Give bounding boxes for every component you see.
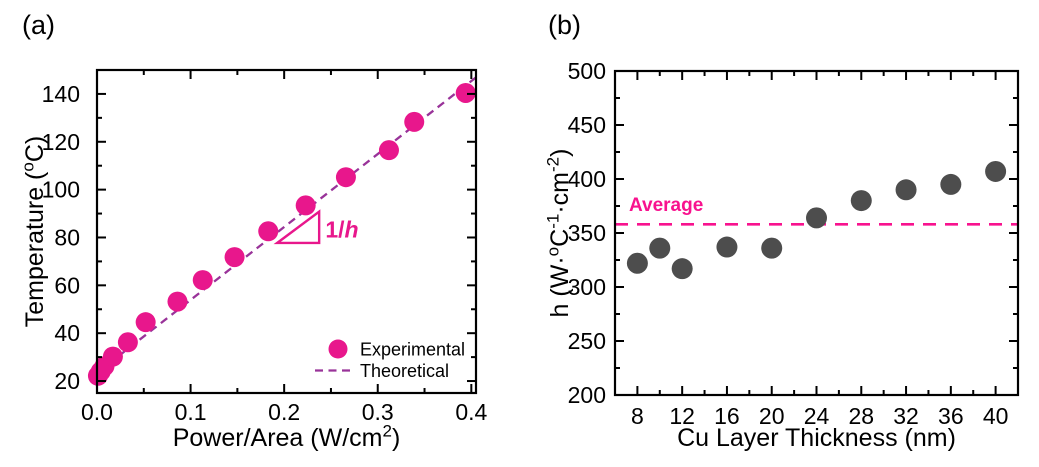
y-tick-label: 450 [568,112,606,138]
y-axis-label: Temperature (oC) [19,136,50,327]
plot-frame [95,68,478,395]
average-label: Average [629,195,703,216]
y-tick-label: 100 [42,177,80,203]
y-tick-label: 120 [42,129,80,155]
x-tick-label: 0.3 [362,399,394,425]
chart-panel-b: Average 8 12 16 20 24 28 32 36 40 200 250 300 350 400 4… [544,58,1020,452]
x-tick-label: 12 [669,403,695,429]
data-point [649,237,671,259]
data-point [455,82,476,103]
x-tick-label: 8 [631,403,644,429]
panel-label-a: (a) [22,10,55,40]
data-point [135,312,156,333]
axis-ticks [96,70,476,393]
y-tick-label: 20 [54,368,80,394]
data-point [335,167,356,188]
data-point [404,111,425,132]
data-point [378,140,399,161]
x-tick-label: 36 [938,403,964,429]
slope-label: 1/h [325,216,358,242]
y-tick-label: 140 [42,81,80,107]
data-point [806,207,827,229]
x-tick-label: 16 [714,403,740,429]
data-point [258,221,279,242]
x-tick-label: 32 [893,403,919,429]
legend-label-theoretical: Theoretical [360,361,449,381]
axis-ticks [615,70,1018,396]
x-tick-label: 20 [759,403,785,429]
data-point [117,332,138,353]
data-point [167,291,188,312]
plot-frame [613,69,1020,397]
x-tick-label: 0.4 [455,399,487,425]
data-point [895,179,917,201]
legend-label-experimental: Experimental [360,340,465,360]
y-tick-label: 80 [54,225,80,251]
x-tick-label: 28 [848,403,874,429]
data-point [671,258,693,280]
y-tick-label: 350 [568,220,606,246]
scatter-series-h [626,160,1007,280]
x-tick-label: 0.1 [175,399,207,425]
data-point [716,236,738,258]
data-point [626,252,648,274]
y-tick-label: 60 [54,272,80,298]
data-point [761,237,783,259]
chart-panel-a: 1/h 0.0 0.1 0.2 0.3 0.4 20 40 60 80 100 120 140 Power… [19,68,488,453]
data-point [102,346,123,367]
x-tick-label: 24 [804,403,830,429]
scatter-series-experimental [87,82,476,386]
y-tick-label: 40 [54,320,80,346]
y-tick-label: 250 [568,328,606,354]
data-point [192,270,213,291]
legend-marker-experimental [328,339,348,359]
data-point [224,247,245,268]
y-tick-label: 300 [568,274,606,300]
data-point [295,195,316,216]
y-tick-label: 200 [568,382,606,408]
x-tick-label: 0.0 [81,399,113,425]
data-point [940,173,962,195]
y-axis-label: h (W·oC-1·cm-2) [544,149,575,318]
x-axis-label: Cu Layer Thickness (nm) [677,424,956,452]
y-tick-label: 400 [568,166,606,192]
data-point [850,190,872,212]
y-tick-label: 500 [568,58,606,84]
x-tick-label: 0.2 [268,399,300,425]
data-point [985,160,1007,182]
slope-triangle [273,209,321,245]
panel-label-b: (b) [548,10,581,40]
x-tick-label: 40 [983,403,1009,429]
x-axis-label: Power/Area (W/cm2) [173,422,401,453]
